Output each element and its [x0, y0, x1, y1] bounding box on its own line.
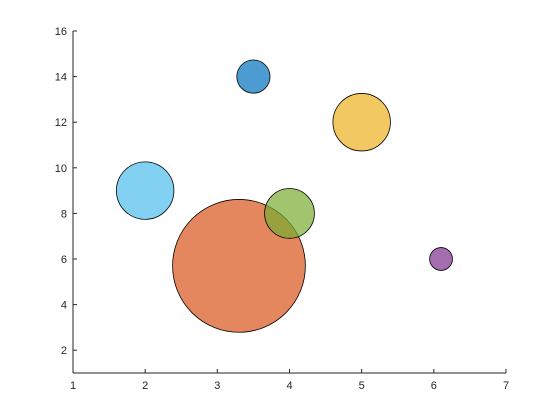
- x-tick-label: 6: [431, 380, 437, 392]
- bubble-point-5: [236, 59, 271, 94]
- bubble-point-3: [116, 161, 175, 220]
- y-tick-label: 2: [61, 345, 67, 357]
- x-tick-label: 1: [70, 380, 76, 392]
- bubble-point-2: [264, 188, 315, 239]
- x-tick-label: 4: [286, 380, 292, 392]
- y-tick-label: 4: [61, 300, 67, 312]
- x-tick-label: 7: [503, 380, 509, 392]
- x-tick-label: 3: [214, 380, 220, 392]
- x-tick-label: 5: [359, 380, 365, 392]
- y-tick-label: 8: [61, 208, 67, 220]
- y-tick-label: 14: [55, 72, 67, 84]
- bubble-point-6: [429, 247, 453, 271]
- y-axis-ticks: 2 4 6 8 10 12 14 16: [55, 26, 77, 357]
- x-axis-ticks: 1 2 3 4 5 6 7: [70, 369, 509, 392]
- y-tick-label: 6: [61, 254, 67, 266]
- x-tick-label: 2: [142, 380, 148, 392]
- y-tick-label: 12: [55, 117, 67, 129]
- bubble-layer: [116, 59, 453, 333]
- bubble-point-4: [332, 93, 391, 152]
- y-tick-label: 10: [55, 163, 67, 175]
- y-tick-label: 16: [55, 26, 67, 38]
- bubble-point-1: [172, 199, 306, 333]
